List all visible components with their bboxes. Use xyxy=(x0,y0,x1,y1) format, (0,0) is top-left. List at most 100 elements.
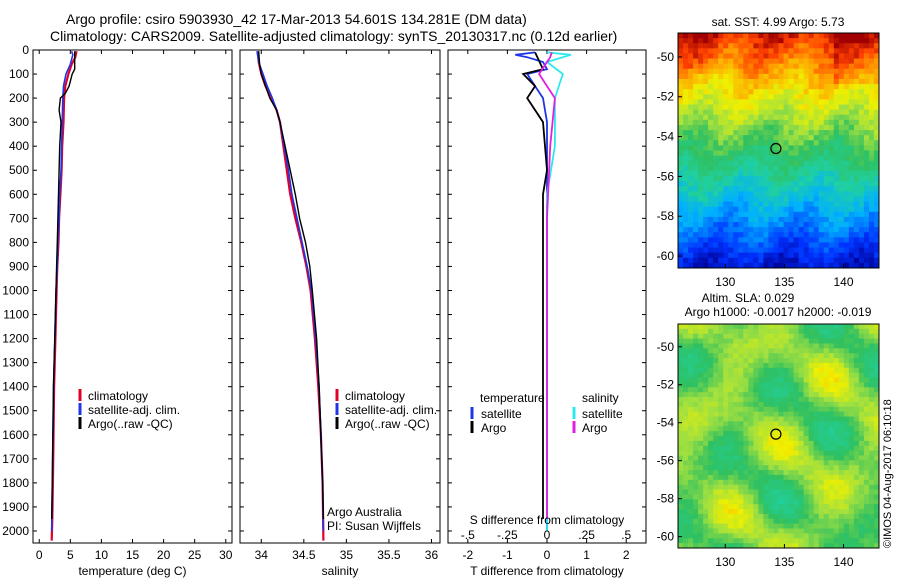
map-cell xyxy=(843,436,850,442)
map-cell xyxy=(763,104,769,111)
map-cell xyxy=(868,504,875,510)
map-cell xyxy=(678,324,684,330)
map-cell xyxy=(863,242,870,248)
map-cell xyxy=(778,150,784,157)
map-cell xyxy=(828,48,835,54)
map-cell xyxy=(843,84,850,90)
map-cell xyxy=(758,343,764,349)
map-cell xyxy=(728,377,734,383)
map-cell xyxy=(868,43,875,49)
map-cell xyxy=(768,58,774,65)
map-cell xyxy=(853,397,860,403)
map-cell xyxy=(753,38,759,44)
map-cell xyxy=(738,109,744,116)
map-cell xyxy=(758,416,764,422)
map-cell xyxy=(788,474,794,481)
x-axis-label: T difference from climatology xyxy=(470,564,624,578)
map-cell xyxy=(743,343,749,349)
map-cell xyxy=(753,401,759,408)
map-cell xyxy=(813,237,820,243)
map-cell xyxy=(868,367,875,374)
map-cell xyxy=(678,48,684,54)
map-cell xyxy=(788,382,794,388)
map-cell xyxy=(678,196,684,202)
map-cell xyxy=(743,135,749,141)
map-cell xyxy=(693,460,699,466)
map-cell xyxy=(778,382,784,388)
map-cell xyxy=(848,84,855,90)
map-cell xyxy=(683,431,689,437)
map-cell xyxy=(868,262,875,269)
map-cell xyxy=(778,523,784,529)
map-cell xyxy=(803,538,810,544)
map-cell xyxy=(688,362,694,369)
map-cell xyxy=(773,43,779,49)
map-cell xyxy=(868,416,875,422)
map-cell xyxy=(728,489,734,495)
map-cell xyxy=(733,509,739,515)
map-cell xyxy=(788,392,794,398)
map-cell xyxy=(803,406,810,413)
map-cell xyxy=(713,130,719,136)
map-cell xyxy=(838,73,845,80)
map-cell xyxy=(683,538,689,544)
map-cell xyxy=(843,513,850,520)
map-cell xyxy=(698,48,704,54)
map-cell xyxy=(773,38,779,44)
map-cell xyxy=(743,362,749,369)
map-cell xyxy=(798,140,805,146)
map-cell xyxy=(758,358,764,364)
map-cell xyxy=(758,94,764,100)
map-cell xyxy=(798,543,805,549)
map-cell xyxy=(713,99,719,105)
map-cell xyxy=(778,124,784,131)
map-cell xyxy=(753,232,759,238)
map-cell xyxy=(773,73,779,80)
map-cell xyxy=(858,436,865,442)
map-cell xyxy=(708,338,714,344)
map-cell xyxy=(873,114,880,121)
map-cell xyxy=(783,48,789,54)
map-cell xyxy=(868,155,875,162)
map-cell xyxy=(758,499,764,505)
map-cell xyxy=(728,191,734,197)
map-cell xyxy=(713,484,719,490)
map-cell xyxy=(763,109,769,116)
map-cell xyxy=(838,411,845,417)
map-cell xyxy=(683,450,689,456)
pi-label: Argo Australia xyxy=(327,505,402,519)
map-cell xyxy=(773,479,779,486)
map-cell xyxy=(803,431,810,437)
map-cell xyxy=(743,140,749,146)
map-y-tick-label: -52 xyxy=(657,378,675,392)
map-cell xyxy=(718,130,724,136)
map-cell xyxy=(703,78,709,85)
map-cell xyxy=(703,48,709,54)
map-cell xyxy=(783,445,789,452)
map-cell xyxy=(843,181,850,187)
map-cell xyxy=(748,401,754,408)
map-cell xyxy=(833,257,840,264)
map-cell xyxy=(838,48,845,54)
map-cell xyxy=(843,191,850,197)
map-cell xyxy=(853,206,860,213)
map-cell xyxy=(678,181,684,187)
map-cell xyxy=(833,63,840,70)
map-cell xyxy=(843,411,850,417)
map-cell xyxy=(873,509,880,515)
map-cell xyxy=(793,411,800,417)
map-cell xyxy=(818,201,825,208)
map-cell xyxy=(693,489,699,495)
map-cell xyxy=(803,196,810,202)
map-cell xyxy=(723,382,729,388)
map-cell xyxy=(743,84,749,90)
map-cell xyxy=(843,237,850,243)
map-cell xyxy=(863,181,870,187)
map-cell xyxy=(773,155,779,162)
map-cell xyxy=(748,504,754,510)
map-cell xyxy=(743,397,749,403)
map-cell xyxy=(753,222,759,228)
map-cell xyxy=(838,382,845,388)
map-cell xyxy=(848,509,855,515)
map-cell xyxy=(863,333,870,340)
